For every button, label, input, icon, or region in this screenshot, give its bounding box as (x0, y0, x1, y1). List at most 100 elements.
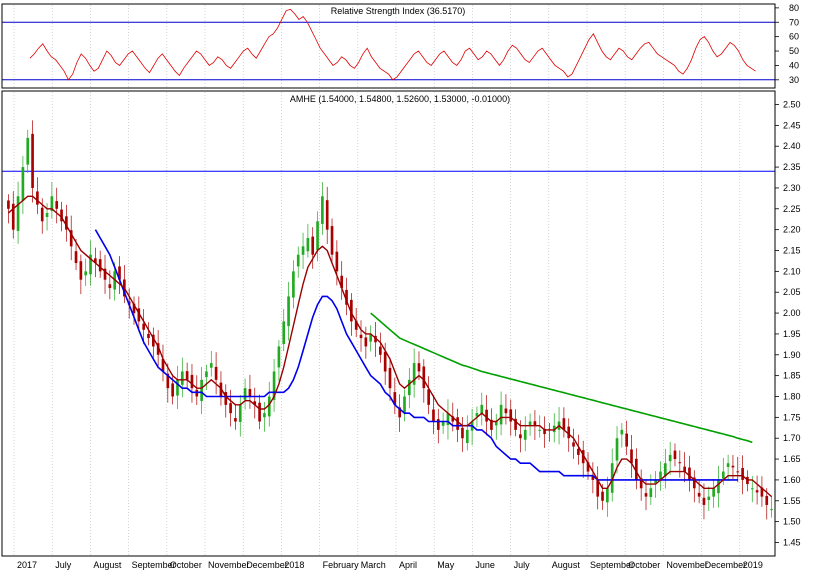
candle-body (311, 236, 315, 255)
candle-body (45, 212, 49, 218)
rsi-y-tick-label: 70 (789, 17, 799, 27)
candle-body (668, 454, 672, 462)
candle-body (142, 323, 145, 330)
price-y-tick-label: 1.80 (783, 391, 801, 401)
candle-body (673, 450, 677, 460)
candle-body (514, 418, 517, 430)
x-tick-label: March (361, 560, 386, 570)
moving-average-mid (94, 229, 738, 481)
candle-body (499, 404, 503, 425)
candle-body (84, 271, 88, 276)
price-y-tick-label: 2.45 (783, 120, 801, 130)
price-y-tick-label: 2.25 (783, 204, 801, 214)
candle-body (712, 488, 715, 497)
candle-body (74, 251, 78, 264)
candle-body (692, 477, 696, 489)
candle-body (108, 284, 112, 289)
candle-body (741, 468, 744, 480)
x-tick-label: August (93, 560, 122, 570)
candle-body (65, 216, 68, 230)
price-y-tick-label: 1.75 (783, 412, 801, 422)
candle-body (354, 320, 358, 330)
rsi-panel: 80 70 60 50 40 30 Relative Strength Index (36… (1, 3, 799, 89)
candle-body (465, 429, 469, 444)
price-y-tick-label: 1.60 (783, 475, 801, 485)
candle-body (639, 478, 643, 489)
candle-body (26, 137, 30, 165)
candle-body (654, 479, 657, 484)
rsi-y-tick-label: 60 (789, 32, 799, 42)
price-y-tick-label: 1.70 (783, 433, 801, 443)
candle-body (770, 509, 773, 511)
price-y-tick-label: 1.45 (783, 537, 801, 547)
price-y-tick-label: 2.40 (783, 141, 801, 151)
candle-body (79, 261, 83, 280)
x-tick-label: July (55, 560, 72, 570)
candle-body (330, 226, 334, 255)
candle-body (267, 396, 271, 417)
candle-body (16, 196, 20, 231)
candle-body (209, 363, 213, 368)
candle-body (552, 425, 556, 433)
candle-body (659, 471, 662, 481)
candle-body (272, 371, 276, 400)
candle-body (543, 428, 546, 435)
candle-body (296, 254, 300, 267)
candle-body (407, 379, 411, 396)
candle-body (504, 408, 508, 414)
rsi-line (29, 8, 756, 81)
candle-body (567, 426, 571, 439)
x-tick-label: October (628, 560, 660, 570)
candle-body (572, 442, 575, 447)
candle-body (383, 351, 387, 372)
candle-body (615, 438, 619, 461)
candle-body (69, 230, 73, 247)
candle-body (688, 467, 691, 480)
candle-body (683, 466, 686, 472)
price-y-tick-label: 1.95 (783, 329, 801, 339)
candle-body (147, 333, 150, 339)
x-tick-label: September (590, 560, 634, 570)
candle-body (374, 335, 377, 343)
candle-body (461, 427, 464, 439)
candle-body (736, 471, 740, 473)
candle-body (480, 404, 484, 414)
candle-body (750, 488, 754, 490)
candle-body (224, 392, 228, 405)
candle-body (422, 366, 426, 389)
candle-body (509, 409, 513, 422)
candle-body (369, 333, 373, 342)
candle-body (316, 221, 319, 251)
candle-body (301, 246, 305, 255)
x-tick-label: April (399, 560, 417, 570)
candle-body (214, 366, 218, 380)
candle-body (678, 462, 682, 464)
candle-body (137, 308, 141, 322)
candle-body (717, 479, 720, 494)
rsi-y-axis: 80 70 60 50 40 30 (775, 3, 799, 85)
moving-average-long (370, 312, 753, 444)
rsi-bands (2, 21, 775, 81)
candle-body (475, 413, 479, 417)
candle-body (562, 418, 566, 430)
x-tick-label: July (514, 560, 531, 570)
candle-body (533, 421, 537, 426)
candle-body (359, 334, 363, 339)
candle-body (60, 209, 63, 222)
price-y-tick-label: 1.65 (783, 454, 801, 464)
candle-body (11, 203, 15, 230)
candle-body (620, 429, 624, 435)
candle-body (243, 388, 247, 400)
candle-body (277, 346, 281, 368)
candle-body (103, 268, 107, 280)
candle-body (398, 407, 401, 418)
candle-body (721, 471, 725, 479)
candle-body (248, 389, 252, 397)
candle-body (432, 409, 435, 422)
candle-body (528, 421, 532, 425)
price-y-tick-label: 2.10 (783, 266, 801, 276)
candle-body (707, 496, 711, 500)
candle-body (412, 363, 416, 385)
candle-body (94, 258, 97, 264)
